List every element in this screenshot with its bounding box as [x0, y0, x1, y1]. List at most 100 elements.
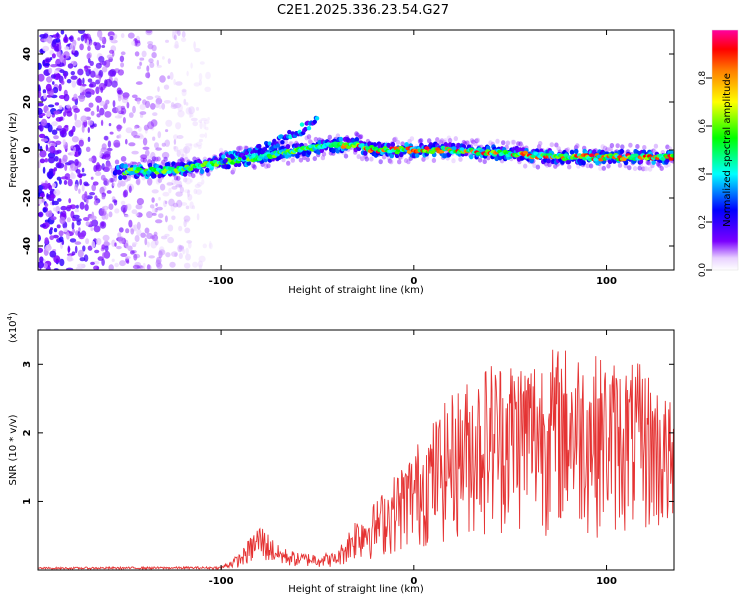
- spectrogram-noise-cell: [199, 121, 203, 130]
- spectrogram-noise-cell: [153, 231, 158, 237]
- spectrogram-noise-cell: [181, 37, 187, 43]
- spectrogram-noise-cell: [155, 219, 163, 224]
- spectrogram-noise-cell: [157, 131, 162, 139]
- spectrogram-noise-cell: [131, 209, 138, 215]
- spectrogram-noise-cell: [55, 117, 63, 122]
- spectrogram-noise-cell: [66, 104, 71, 109]
- spectrogram-halo-cell: [321, 151, 327, 157]
- spectrogram-noise-cell: [82, 77, 85, 85]
- spectrogram-noise-cell: [174, 252, 178, 257]
- spectrogram-noise-cell: [151, 44, 157, 52]
- spectrogram-noise-cell: [70, 71, 76, 76]
- spectrogram-noise-cell: [98, 75, 102, 83]
- spectrogram-noise-cell: [174, 40, 179, 49]
- spectrogram-noise-cell: [167, 236, 175, 244]
- spectrogram-noise-cell: [57, 198, 62, 202]
- spectrogram-noise-cell: [170, 104, 178, 110]
- spectrogram-halo-cell: [538, 141, 543, 146]
- spectrogram-noise-cell: [145, 149, 150, 156]
- spectrogram-noise-cell: [50, 63, 58, 68]
- spectrogram-noise-cell: [167, 58, 171, 64]
- spectrogram-halo-cell: [327, 134, 332, 140]
- spectrogram-halo-cell: [431, 158, 437, 163]
- spectrogram-noise-cell: [78, 77, 81, 86]
- spectrogram-noise-cell: [45, 222, 50, 228]
- spectrogram-noise-cell: [128, 112, 134, 118]
- spectrogram-band-cell: [363, 150, 368, 156]
- spectrogram-noise-cell: [95, 164, 102, 172]
- spectrogram-band-cell: [117, 169, 122, 175]
- spectrogram-noise-cell: [144, 100, 151, 109]
- spectrogram-noise-cell: [118, 236, 125, 244]
- spectrogram-noise-cell: [190, 112, 194, 118]
- spectrogram-noise-cell: [131, 94, 138, 99]
- spectrogram-halo-cell: [653, 143, 659, 149]
- spectrogram-noise-cell: [171, 186, 178, 190]
- spectrogram-noise-cell: [155, 203, 158, 207]
- spectrogram-halo-cell: [286, 160, 291, 166]
- spectrogram-noise-cell: [155, 147, 162, 151]
- spectrogram-noise-cell: [150, 103, 156, 110]
- spectrogram-noise-cell: [120, 62, 125, 68]
- spectrogram-noise-cell: [196, 213, 200, 221]
- spectrogram-noise-cell: [62, 154, 68, 162]
- spectrogram-noise-cell: [51, 182, 57, 188]
- spectrogram-noise-cell: [89, 192, 96, 196]
- spectrogram-noise-cell: [120, 253, 128, 257]
- spectrogram-noise-cell: [139, 111, 147, 115]
- spectrogram-halo-cell: [554, 142, 559, 148]
- spectrogram-noise-cell: [38, 62, 42, 70]
- spectrogram-noise-cell: [66, 231, 70, 240]
- spectrogram-noise-cell: [45, 83, 52, 92]
- spectrogram-halo-cell: [290, 157, 295, 163]
- spectrogram-noise-cell: [128, 142, 136, 147]
- spectrogram-noise-cell: [178, 246, 184, 252]
- spectrogram-noise-cell: [89, 221, 93, 227]
- spectrogram-noise-cell: [159, 183, 166, 191]
- spectrogram-noise-cell: [161, 151, 170, 159]
- spectrogram-panel: -100 0 100 -40 -20 0 20 40 Height of straight l…: [8, 29, 675, 296]
- spectrogram-branch-cell: [275, 143, 280, 148]
- spectrogram-noise-cell: [59, 216, 66, 225]
- spectrogram-noise-cell: [83, 254, 89, 262]
- spectrogram-noise-cell: [126, 102, 130, 109]
- spectrogram-halo-cell: [635, 144, 640, 149]
- spectrogram-noise-cell: [149, 62, 155, 68]
- spectrogram-noise-cell: [83, 217, 90, 221]
- spectrogram-noise-cell: [85, 221, 90, 227]
- spectrogram-noise-cell: [177, 30, 181, 36]
- spectrogram-noise-cell: [154, 142, 159, 149]
- spectrogram-halo-cell: [443, 138, 448, 144]
- spectrogram-noise-cell: [50, 74, 57, 79]
- spectrogram-noise-cell: [81, 91, 85, 96]
- spectrogram-noise-cell: [51, 121, 58, 127]
- spectrogram-noise-cell: [97, 30, 103, 38]
- spectrogram-branch-cell: [257, 143, 262, 149]
- spectrogram-halo-cell: [110, 177, 115, 183]
- spectrogram-noise-cell: [46, 171, 54, 179]
- spectrogram-noise-cell: [186, 70, 189, 77]
- spectrogram-noise-cell: [194, 183, 201, 189]
- spectrogram-halo-cell: [313, 136, 319, 142]
- spectrogram-noise-cell: [47, 147, 51, 152]
- spectrogram-noise-cell: [197, 144, 202, 150]
- snr-frame: [37, 329, 675, 571]
- spectrogram-noise-cell: [77, 30, 86, 34]
- spectrogram-noise-cell: [103, 241, 111, 246]
- spectrogram-halo-cell: [659, 166, 664, 171]
- spectrogram-halo-cell: [312, 156, 317, 162]
- spectrogram-y-tick-label: -20: [22, 189, 33, 207]
- spectrogram-noise-cell: [40, 224, 47, 228]
- spectrogram-noise-cell: [106, 190, 112, 194]
- spectrogram-halo-cell: [601, 165, 606, 171]
- spectrogram-noise-cell: [90, 110, 95, 116]
- spectrogram-halo-cell: [482, 159, 487, 165]
- spectrogram-noise-cell: [38, 107, 43, 115]
- spectrogram-noise-cell: [67, 178, 73, 187]
- spectrogram-noise-cell: [116, 245, 122, 250]
- spectrogram-noise-cell: [114, 208, 120, 214]
- snr-x-tick-label: 0: [410, 576, 417, 587]
- spectrogram-halo-cell: [283, 139, 288, 145]
- spectrogram-noise-cell: [72, 228, 75, 234]
- spectrogram-noise-cell: [136, 221, 141, 230]
